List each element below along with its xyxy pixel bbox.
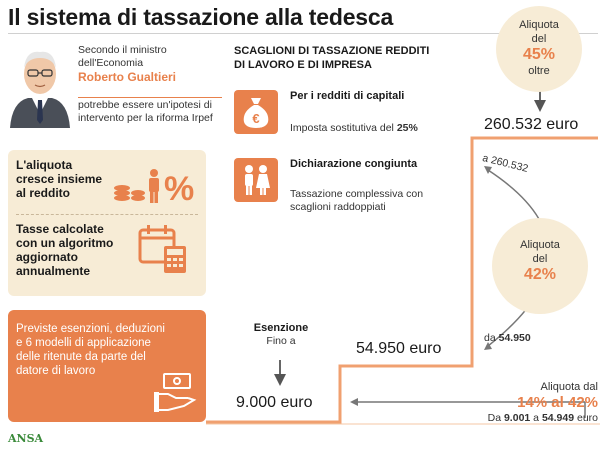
- feature-aliquota: L'aliquota cresce insieme al reddito: [16, 158, 103, 200]
- minister-outro: potrebbe essere un'ipotesi di intervento…: [78, 99, 213, 124]
- couple-icon: [245, 165, 270, 195]
- top-suffix: oltre: [528, 65, 550, 77]
- mid-threshold: 54.950 euro: [356, 340, 442, 357]
- exemptions-card: [8, 310, 206, 422]
- top-threshold: 260.532 euro: [484, 116, 579, 133]
- scaglioni-heading: SCAGLIONI DI TASSAZIONE REDDITI DI LAVOR…: [234, 45, 430, 71]
- arc-top-label: a 260.532: [481, 152, 530, 175]
- capitali-desc: Imposta sostitutiva del 25%: [290, 122, 418, 134]
- exempt-block: Esenzione Fino a: [238, 322, 324, 348]
- feature-esenzioni: Previste esenzioni, deduzioni e 6 modell…: [16, 323, 165, 377]
- congiunta-desc: Tassazione complessiva con scaglioni rad…: [290, 188, 424, 213]
- feature-algoritmo: Tasse calcolate con un algoritmo aggiorn…: [16, 222, 114, 278]
- svg-text:€: €: [252, 111, 259, 126]
- mid-label2: del: [532, 253, 548, 265]
- mid-rate: 42%: [523, 266, 557, 283]
- svg-text:%: %: [164, 170, 194, 204]
- top-rate: 45%: [522, 46, 556, 63]
- minister-divider: [78, 97, 222, 98]
- low-range: Da 9.001 a 54.949 euro: [487, 412, 598, 424]
- money-bag-icon: €: [243, 98, 269, 128]
- minister-name: Roberto Gualtieri: [78, 70, 177, 84]
- minister-intro: Secondo il ministro dell'Economia Robert…: [78, 44, 228, 85]
- bracket-mid-circle: Aliquota del 42%: [492, 218, 588, 314]
- couple-icon-box: [234, 158, 278, 202]
- money-bag-icon-box: €: [234, 90, 278, 134]
- low-rate: 14% al 42%: [517, 394, 598, 411]
- source-logo: ANSA: [8, 432, 44, 445]
- exempt-threshold: 9.000 euro: [236, 394, 313, 411]
- mid-label1: Aliquota: [520, 239, 560, 251]
- page-title: Il sistema di tassazione alla tedesca: [8, 4, 394, 30]
- top-label1: Aliquota: [519, 19, 559, 31]
- features-divider: [16, 214, 198, 215]
- calendar-calculator-icon: [138, 225, 186, 273]
- capitali-title: Per i redditi di capitali: [290, 90, 405, 102]
- bracket-top-circle: Aliquota del 45% oltre: [496, 6, 582, 92]
- coins-person-percent-icon: %: [114, 169, 194, 204]
- exempt-title: Esenzione: [253, 322, 309, 334]
- capitali-rate: 25%: [396, 122, 418, 134]
- arc-bottom-label: da 54.950: [484, 332, 531, 344]
- low-bracket-block: Aliquota dal 14% al 42% Da 9.001 a 54.94…: [440, 380, 598, 424]
- title-divider: [8, 33, 598, 34]
- top-label2: del: [531, 33, 547, 45]
- exempt-sub: Fino a: [266, 335, 296, 347]
- low-label: Aliquota dal: [540, 381, 599, 393]
- congiunta-title: Dichiarazione congiunta: [290, 158, 418, 170]
- minister-portrait: [8, 40, 72, 128]
- payment-hand-icon: [154, 373, 197, 412]
